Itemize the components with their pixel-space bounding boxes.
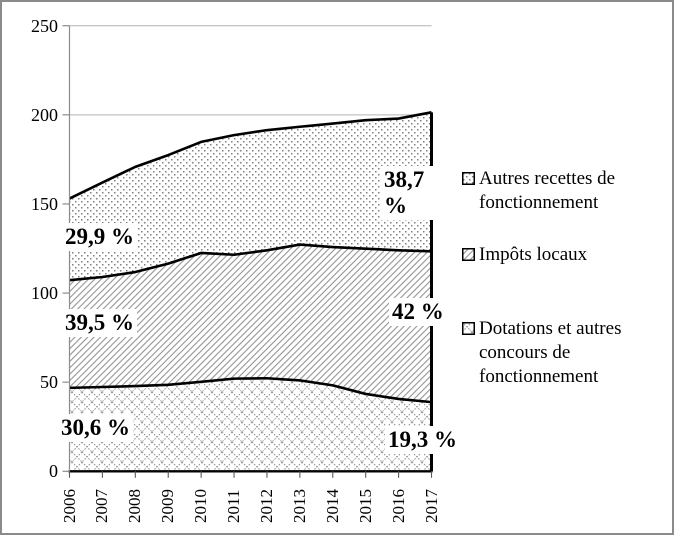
y-tick-label: 200 [31, 104, 58, 125]
x-tick-label: 2016 [388, 489, 408, 523]
legend: Autres recettes de fonctionnement Impôts… [462, 167, 668, 389]
annotation-impots-end: 42 % [389, 298, 447, 326]
x-tick-label: 2014 [322, 489, 342, 523]
annotation-dotations-end: 19,3 % [385, 426, 460, 454]
x-tick-label: 2010 [191, 489, 211, 523]
x-tick-label: 2008 [125, 489, 145, 523]
legend-label: Impôts locaux [479, 244, 588, 265]
y-tick-label: 100 [31, 283, 58, 304]
annotation-autres-start: 29,9 % [62, 223, 137, 251]
x-tick-label: 2007 [92, 489, 112, 523]
y-tick-label: 50 [40, 372, 58, 393]
annotation-autres-end: 38,7 % [381, 166, 437, 220]
x-tick-label: 2006 [59, 489, 79, 523]
legend-label: Dotations et autres concours de fonction… [479, 318, 622, 387]
y-tick-label: 250 [31, 15, 58, 36]
x-tick-label: 2009 [158, 489, 178, 523]
dots-pattern-swatch-icon [462, 172, 475, 185]
y-tick-label: 150 [31, 193, 58, 214]
x-tick-label: 2012 [256, 489, 276, 523]
annotation-impots-start: 39,5 % [62, 309, 137, 337]
x-tick-label: 2013 [289, 489, 309, 523]
annotation-dotations-start: 30,6 % [58, 414, 133, 442]
legend-item-dotations: Dotations et autres concours de fonction… [462, 317, 668, 389]
diamond-crosshatch-swatch-icon [462, 322, 475, 335]
x-tick-label: 2017 [421, 489, 441, 523]
area-series [68, 111, 433, 473]
y-tick-label: 0 [49, 461, 58, 482]
x-tick-label: 2011 [224, 489, 244, 523]
diagonal-hatch-swatch-icon [462, 248, 475, 261]
legend-item-autres-recettes: Autres recettes de fonctionnement [462, 167, 668, 215]
legend-item-impots-locaux: Impôts locaux [462, 243, 668, 267]
x-tick-label: 2015 [355, 489, 375, 523]
legend-label: Autres recettes de fonctionnement [479, 168, 616, 213]
